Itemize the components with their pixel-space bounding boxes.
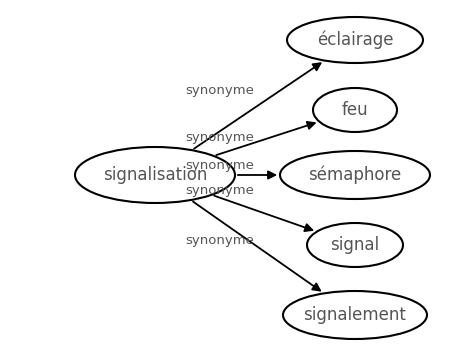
Text: signalisation: signalisation: [103, 166, 207, 184]
Text: signalement: signalement: [304, 306, 406, 324]
Text: feu: feu: [342, 101, 368, 119]
Text: signal: signal: [330, 236, 379, 254]
Text: synonyme: synonyme: [185, 184, 255, 196]
Ellipse shape: [313, 88, 397, 132]
Text: synonyme: synonyme: [185, 234, 255, 246]
Text: synonyme: synonyme: [185, 84, 255, 96]
Ellipse shape: [287, 17, 423, 63]
Text: éclairage: éclairage: [317, 31, 393, 49]
Ellipse shape: [280, 151, 430, 199]
Ellipse shape: [283, 291, 427, 339]
Ellipse shape: [75, 147, 235, 203]
Ellipse shape: [307, 223, 403, 267]
Text: synonyme: synonyme: [185, 130, 255, 144]
Text: sémaphore: sémaphore: [308, 166, 401, 184]
Text: synonyme: synonyme: [185, 159, 255, 171]
